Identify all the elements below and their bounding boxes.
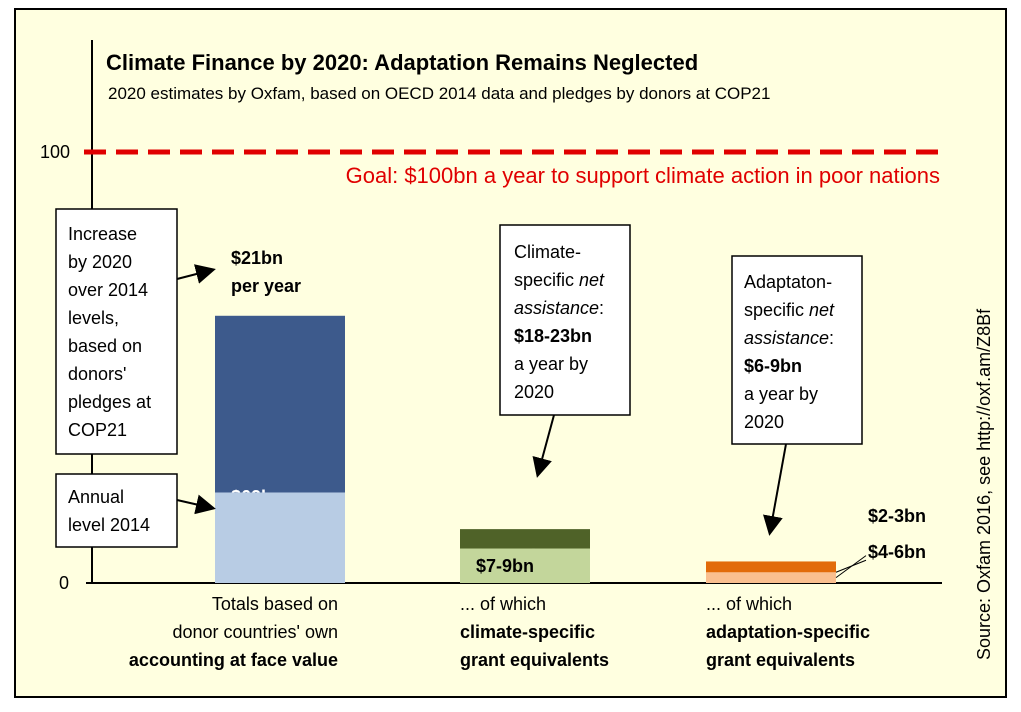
callout-annual-arrow — [176, 494, 216, 515]
callout-increase-line-3: levels, — [68, 308, 119, 328]
callout-increase-line-0: Increase — [68, 224, 137, 244]
bar-0-segment-1-label-1: per year — [231, 276, 301, 296]
source-note: Source: Oxfam 2016, see http://oxf.am/Z8… — [974, 308, 994, 660]
callout-climate-box — [499, 224, 631, 416]
callout-climate-arrow — [532, 414, 555, 478]
bar-0-segment-1 — [215, 492, 345, 583]
bar-2-segment-0-label: $4-6bn — [868, 542, 926, 562]
callout-annual-line-0: Annual — [68, 487, 124, 507]
callout-adaptation-line-5: 2020 — [744, 412, 784, 432]
callout-increase-line-6: pledges at — [68, 392, 151, 412]
category-1-line-2: grant equivalents — [460, 650, 609, 670]
callout-increase-line-7: COP21 — [68, 420, 127, 440]
category-1-line-0: ... of which — [460, 594, 546, 614]
callout-increase-box — [55, 208, 178, 455]
callout-adaptation-line-0: Adaptaton- — [744, 272, 832, 292]
callout-climate-line-1: specific net — [514, 270, 605, 290]
category-1-line-1: climate-specific — [460, 622, 595, 642]
category-2-line-0: ... of which — [706, 594, 792, 614]
callout-annual-box — [55, 473, 178, 548]
callout-climate-line-3: $18-23bn — [514, 326, 592, 346]
bar-1-segment-1-label-0: $7-9bn — [476, 556, 534, 576]
callout-adaptation-line-4: a year by — [744, 384, 818, 404]
callout-climate-line-2: assistance: — [514, 298, 604, 318]
callout-increase-arrow — [176, 264, 216, 284]
category-0-line-0: Totals based on — [212, 594, 338, 614]
callout-climate-line-5: 2020 — [514, 382, 554, 402]
chart-title: Climate Finance by 2020: Adaptation Rema… — [106, 50, 698, 75]
category-0-line-1: donor countries' own — [172, 622, 338, 642]
callout-adaptation-box — [731, 255, 863, 445]
callout-climate-line-4: a year by — [514, 354, 588, 374]
callout-adaptation-line-1: specific net — [744, 300, 835, 320]
bar-2-segment-1-leader — [835, 555, 867, 579]
callout-increase-line-1: by 2020 — [68, 252, 132, 272]
y-tick-label-100: 100 — [40, 142, 70, 162]
callout-increase-line-2: over 2014 — [68, 280, 148, 300]
bar-0-segment-1-label-0: $21bn — [231, 248, 283, 268]
category-2-line-2: grant equivalents — [706, 650, 855, 670]
y-tick-label-0: 0 — [59, 573, 69, 593]
category-2-line-1: adaptation-specific — [706, 622, 870, 642]
category-0-line-2: accounting at face value — [129, 650, 338, 670]
goal-label: Goal: $100bn a year to support climate a… — [346, 163, 940, 188]
bar-2-segment-1-label: $2-3bn — [868, 506, 926, 526]
callout-climate-line-0: Climate- — [514, 242, 581, 262]
callout-annual-line-1: level 2014 — [68, 515, 150, 535]
callout-increase-line-4: based on — [68, 336, 142, 356]
callout-increase-line-5: donors' — [68, 364, 126, 384]
chart-subtitle: 2020 estimates by Oxfam, based on OECD 2… — [108, 84, 770, 103]
callout-adaptation-line-3: $6-9bn — [744, 356, 802, 376]
bar-2-segment-1 — [706, 572, 836, 583]
callout-adaptation-line-2: assistance: — [744, 328, 834, 348]
callout-adaptation-arrow — [763, 443, 787, 536]
bar-1-segment-1 — [460, 548, 590, 583]
